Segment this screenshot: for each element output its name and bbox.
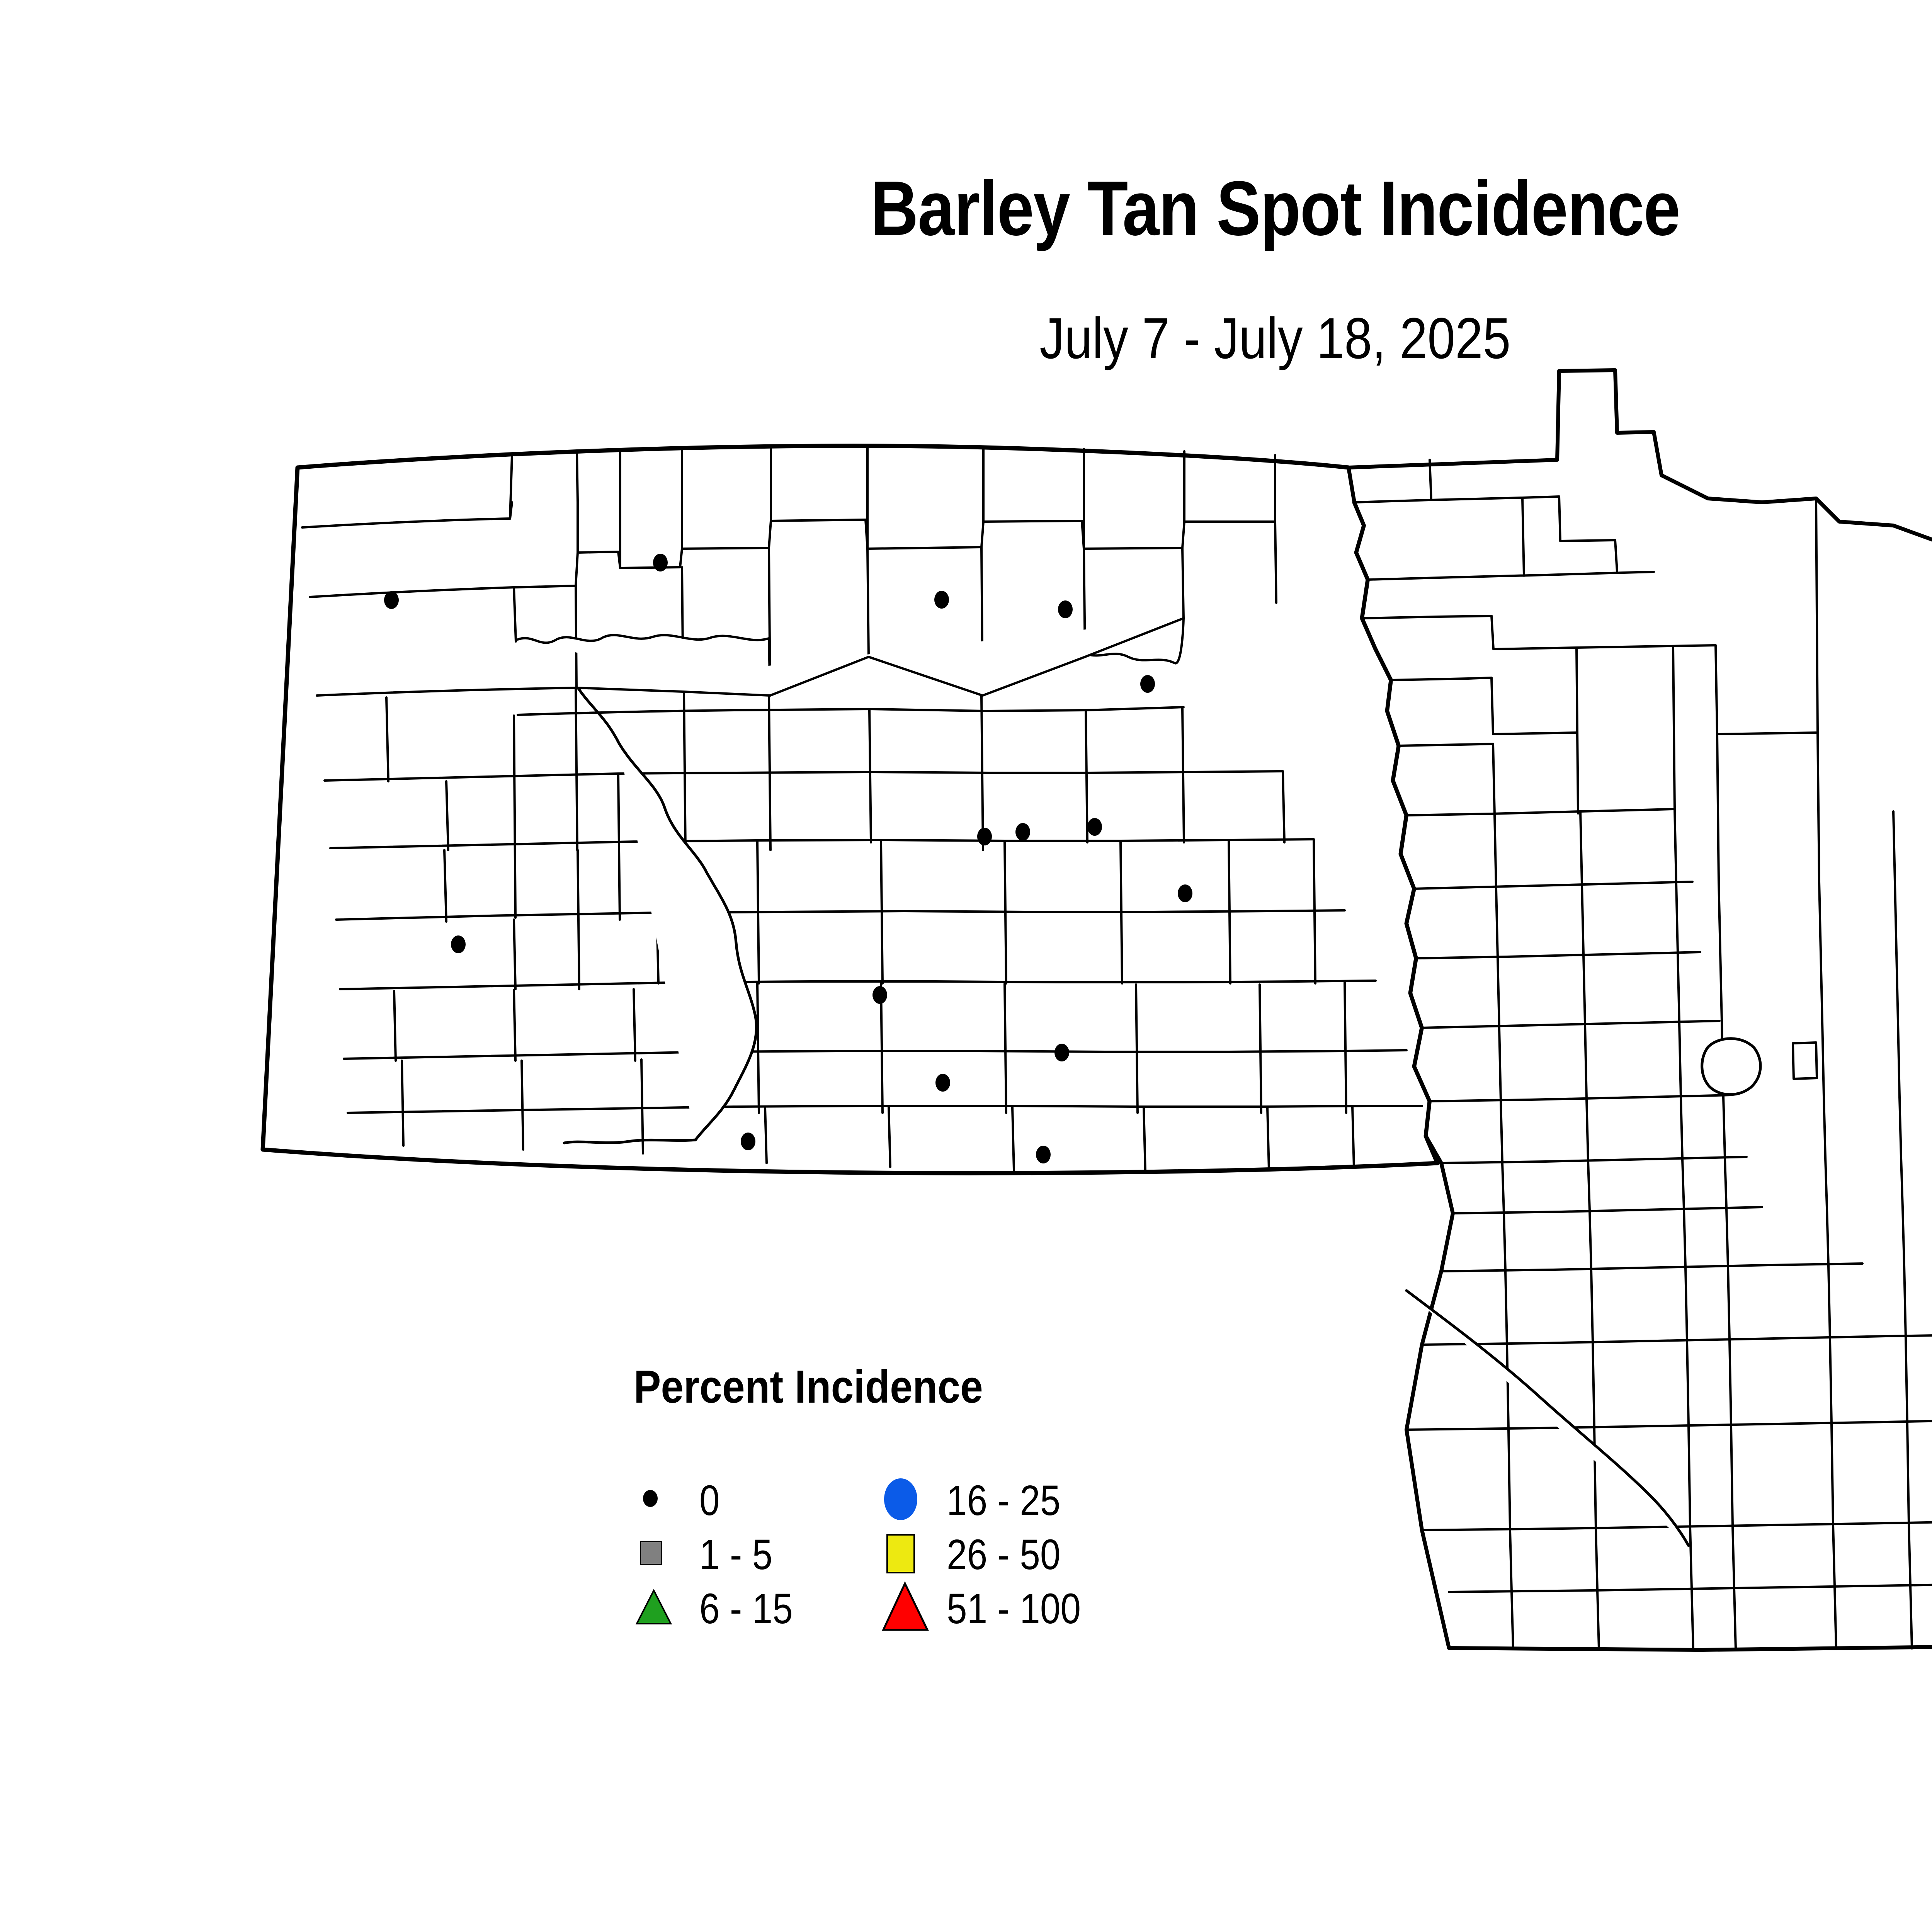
map-data-point[interactable] xyxy=(934,591,949,609)
legend-marker-black-circle-icon xyxy=(634,1472,680,1522)
legend-label-0: 0 xyxy=(699,1477,720,1524)
map-data-point[interactable] xyxy=(741,1133,755,1150)
data-point-layer xyxy=(384,554,1192,1163)
map-data-point[interactable] xyxy=(451,935,466,953)
legend-marker-gray-square-icon xyxy=(634,1526,680,1577)
legend-label-1: 1 - 5 xyxy=(699,1531,773,1578)
map-data-point[interactable] xyxy=(1140,675,1155,693)
legend-label-3: 16 - 25 xyxy=(947,1477,1061,1524)
state-minnesota xyxy=(1347,368,1932,1652)
map-data-point[interactable] xyxy=(384,591,399,609)
map-data-point[interactable] xyxy=(977,828,992,845)
map-data-point[interactable] xyxy=(1036,1146,1051,1163)
legend-label-4: 26 - 50 xyxy=(947,1531,1061,1578)
map-data-point[interactable] xyxy=(1015,823,1030,841)
legend-marker-red-triangle-icon xyxy=(881,1580,929,1631)
legend-marker-blue-circle-icon xyxy=(881,1472,927,1522)
legend-marker-yellow-square-icon xyxy=(881,1526,927,1577)
map-data-point[interactable] xyxy=(1178,884,1192,902)
map-data-point[interactable] xyxy=(935,1074,950,1092)
page-title: Barley Tan Spot Incidence xyxy=(870,165,1681,252)
map-data-point[interactable] xyxy=(872,986,887,1004)
legend-title: Percent Incidence xyxy=(634,1361,983,1413)
legend-marker-green-triangle-icon xyxy=(634,1580,680,1631)
map-data-point[interactable] xyxy=(1087,818,1102,836)
legend: Percent Incidence 0 1 - 5 6 - 15 16 - 25 xyxy=(634,1360,1113,1646)
legend-label-2: 6 - 15 xyxy=(699,1585,793,1633)
map-data-point[interactable] xyxy=(1058,600,1073,618)
map-data-point[interactable] xyxy=(1054,1044,1069,1061)
legend-label-5: 51 - 100 xyxy=(947,1585,1081,1633)
page-subtitle: July 7 - July 18, 2025 xyxy=(1039,306,1511,371)
map-data-point[interactable] xyxy=(653,554,668,571)
